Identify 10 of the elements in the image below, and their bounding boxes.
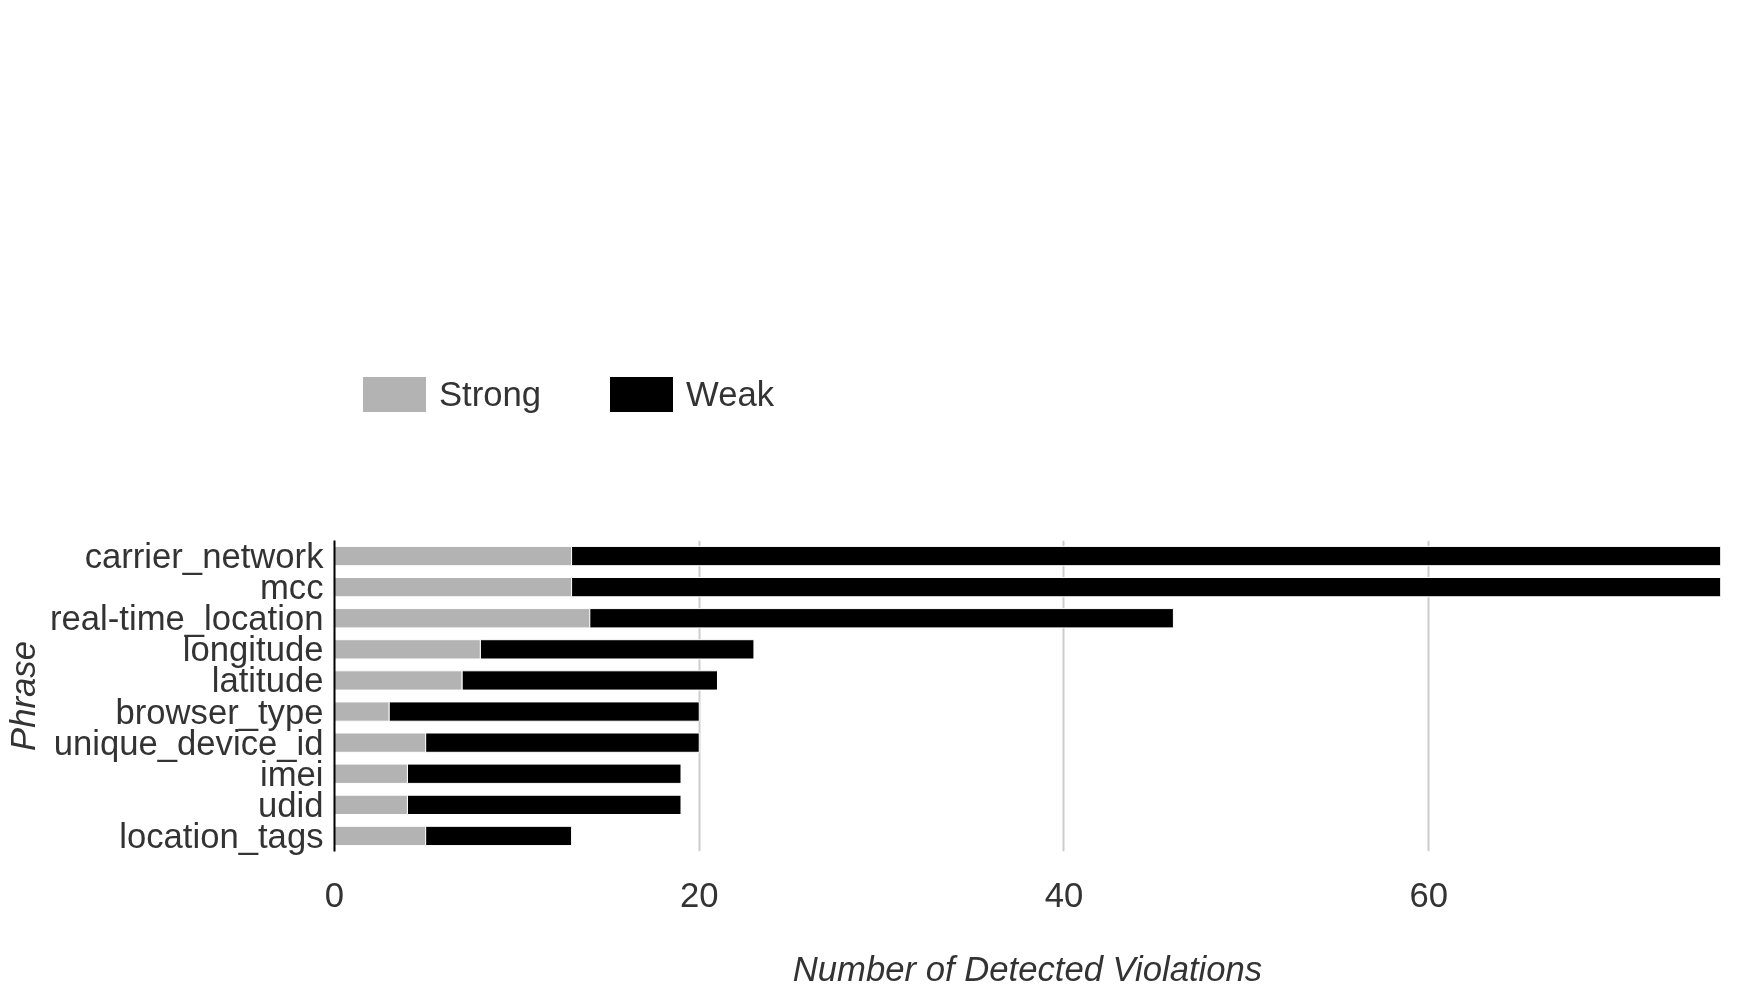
y-axis-title: Phrase xyxy=(3,641,42,751)
x-tick-label: 0 xyxy=(324,875,345,914)
x-tick-label: 60 xyxy=(1409,875,1448,914)
y-tick-label: real-time_location xyxy=(49,599,324,638)
x-tick-label: 40 xyxy=(1044,875,1084,914)
x-axis-title: Number of Detected Violations xyxy=(792,949,1263,988)
legend-label: Weak xyxy=(686,374,775,414)
legend-label: Strong xyxy=(439,374,542,414)
y-tick-label: carrier_network xyxy=(84,537,325,576)
x-tick-label: 20 xyxy=(679,875,719,914)
